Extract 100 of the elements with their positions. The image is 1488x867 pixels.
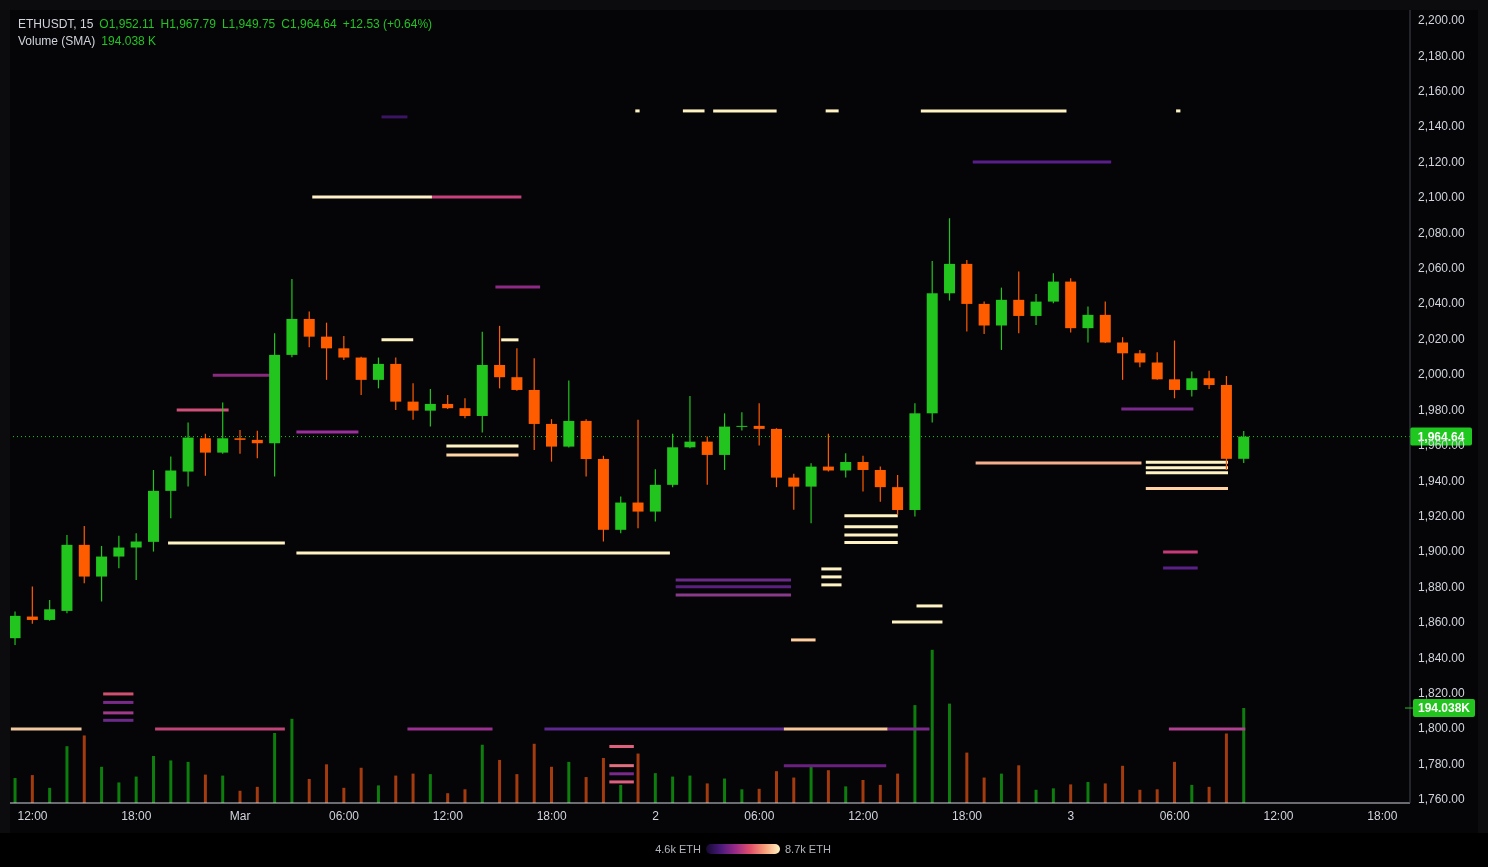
x-tick-label: 2 <box>652 808 660 823</box>
x-tick-label: 06:00 <box>744 808 775 823</box>
x-tick-label: 18:00 <box>121 808 152 823</box>
candlestick <box>113 535 125 569</box>
bar <box>999 773 1003 803</box>
candlestick <box>1151 351 1163 381</box>
candlestick <box>10 611 21 646</box>
bar <box>13 778 17 803</box>
bar <box>117 782 121 803</box>
candlestick <box>1013 270 1025 334</box>
bar <box>1207 786 1211 803</box>
bar <box>809 765 813 803</box>
bar <box>255 786 259 803</box>
bar <box>446 793 450 803</box>
bar <box>203 774 207 803</box>
bar <box>965 752 969 803</box>
y-tick-label: 2,000.00 <box>1418 367 1466 382</box>
annotation: L1,949.75 <box>221 17 276 31</box>
annotation: 194.038 K <box>101 34 157 48</box>
candlestick <box>1117 336 1129 381</box>
x-tick-label: Mar <box>229 808 251 823</box>
bar <box>982 777 986 803</box>
y-tick-label: 1,780.00 <box>1418 756 1466 771</box>
y-tick-label: 1,820.00 <box>1418 685 1466 700</box>
x-tick-label: 18:00 <box>536 808 567 823</box>
bar <box>913 705 917 803</box>
candlestick <box>96 545 108 603</box>
bar <box>394 775 398 803</box>
bar <box>169 760 173 803</box>
y-tick-label: 1,900.00 <box>1418 544 1466 559</box>
bar <box>861 779 865 803</box>
y-tick-label: 2,100.00 <box>1418 190 1466 205</box>
candlestick <box>701 435 713 486</box>
bar <box>584 777 588 803</box>
x-tick-label: 18:00 <box>951 808 983 823</box>
y2-tick-label: 194.038K <box>1417 701 1471 716</box>
y-tick-label: 1,980.00 <box>1418 402 1466 417</box>
candlestick <box>1203 370 1215 390</box>
annotation: H1,967.79 <box>160 17 216 31</box>
bar <box>792 777 796 803</box>
bar <box>1086 781 1090 803</box>
candlestick <box>857 455 869 493</box>
bar <box>1034 789 1038 803</box>
bar <box>325 764 329 803</box>
candlestick <box>459 397 471 419</box>
text: 4.6k ETH <box>655 842 701 856</box>
annotation: +12.53 (+0.64%) <box>342 17 433 31</box>
candlestick <box>424 388 436 428</box>
bar <box>82 735 86 803</box>
bar <box>1190 784 1194 803</box>
candlestick <box>338 335 350 361</box>
text: ETHUSDT, 15 <box>18 17 94 31</box>
candlestick <box>199 433 211 477</box>
bar <box>151 756 155 803</box>
bar <box>705 783 709 803</box>
y-tick-label: 1,940.00 <box>1418 473 1466 488</box>
y-tick-label: 1,920.00 <box>1418 508 1466 523</box>
candlestick <box>355 356 367 396</box>
bar <box>307 779 311 803</box>
candlestick <box>511 347 523 392</box>
annotation: O1,952.11 <box>99 17 155 31</box>
candlestick <box>874 466 886 503</box>
bar <box>1155 789 1159 803</box>
bar <box>688 775 692 803</box>
bar <box>844 786 848 803</box>
text: Volume (SMA) <box>18 34 96 48</box>
bar <box>1017 765 1021 803</box>
bar <box>359 767 363 803</box>
bar <box>411 773 415 803</box>
bar <box>100 766 104 803</box>
annotation: C1,964.64 <box>281 17 337 31</box>
y-tick-label: 1,840.00 <box>1418 650 1466 665</box>
candlestick <box>822 433 834 473</box>
candlestick <box>840 452 852 479</box>
bar <box>1224 733 1228 803</box>
candlestick <box>494 325 506 389</box>
bar <box>636 753 640 803</box>
bar <box>774 771 778 803</box>
y-tick-label: 1,760.00 <box>1418 792 1466 807</box>
bar <box>273 733 277 803</box>
bar <box>930 649 934 803</box>
bar <box>1051 788 1055 803</box>
bar <box>480 744 484 803</box>
candlestick <box>1168 339 1180 399</box>
bar <box>376 785 380 803</box>
y-tick-label: 1,860.00 <box>1418 615 1466 630</box>
bar <box>550 766 553 803</box>
x-tick-label: 12:00 <box>17 808 48 823</box>
x-tick-label: 18:00 <box>1367 808 1398 823</box>
bar <box>948 703 952 803</box>
bar <box>1173 761 1176 803</box>
candlestick <box>372 356 384 389</box>
candlestick <box>303 310 315 348</box>
bar <box>826 770 830 803</box>
bar <box>653 773 657 803</box>
candlestick <box>1047 272 1059 304</box>
y-tick-label: 2,020.00 <box>1418 331 1466 346</box>
candlestick <box>632 419 644 529</box>
y-tick-label: 2,140.00 <box>1418 119 1466 134</box>
x-tick-label: 12:00 <box>848 808 879 823</box>
